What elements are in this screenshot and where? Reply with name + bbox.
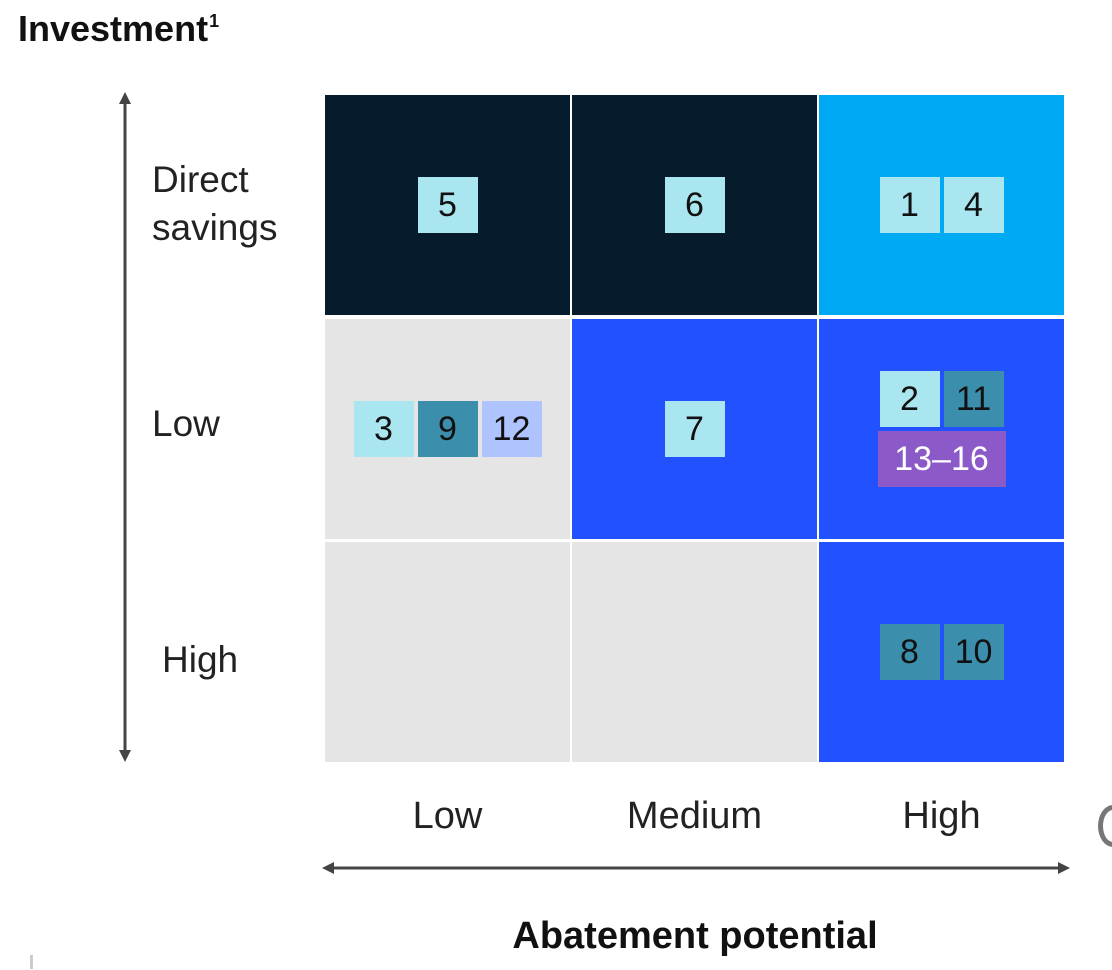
chip-group: 6 bbox=[664, 177, 725, 233]
lever-chip: 1 bbox=[879, 177, 940, 233]
chip-group: 2 11 13–16 bbox=[877, 371, 1006, 487]
y-axis-title: Investment1 bbox=[18, 8, 219, 50]
chip-row: 7 bbox=[664, 401, 725, 457]
row-label-low: Low bbox=[152, 403, 220, 444]
col-label-high: High bbox=[902, 795, 981, 837]
col-label-low: Low bbox=[412, 795, 483, 837]
lever-chip: 10 bbox=[943, 624, 1004, 680]
lever-chip: 2 bbox=[879, 371, 940, 427]
chip-group: 7 bbox=[664, 401, 725, 457]
matrix-cell: 7 bbox=[572, 319, 817, 539]
chip-group: 8 10 bbox=[879, 624, 1004, 680]
lever-chip: 4 bbox=[943, 177, 1004, 233]
chip-row: 6 bbox=[664, 177, 725, 233]
col-label-medium: Medium bbox=[626, 795, 763, 837]
cropped-glyph-icon bbox=[1098, 805, 1112, 847]
chip-group: 3 9 12 bbox=[353, 401, 542, 457]
lever-chip: 6 bbox=[664, 177, 725, 233]
x-axis-title: Abatement potential bbox=[512, 915, 878, 957]
matrix-cell: 6 bbox=[572, 95, 817, 315]
matrix-cell: 2 11 13–16 bbox=[819, 319, 1064, 539]
row-label-high: High bbox=[162, 639, 239, 680]
matrix-cell: 3 9 12 bbox=[325, 319, 570, 539]
lever-chip: 8 bbox=[879, 624, 940, 680]
lever-chip: 11 bbox=[943, 371, 1004, 427]
matrix-cell: 8 10 bbox=[819, 542, 1064, 762]
chip-row: 3 9 12 bbox=[353, 401, 542, 457]
lever-chip: 7 bbox=[664, 401, 725, 457]
chip-row: 5 bbox=[417, 177, 478, 233]
lever-chip: 5 bbox=[417, 177, 478, 233]
row-label-direct-savings: Direct savings bbox=[152, 159, 278, 249]
x-axis-arrow bbox=[322, 862, 1070, 874]
lever-chip: 3 bbox=[353, 401, 414, 457]
chip-group: 5 bbox=[417, 177, 478, 233]
matrix-cell bbox=[572, 542, 817, 762]
matrix-cell bbox=[325, 542, 570, 762]
lever-chip: 9 bbox=[417, 401, 478, 457]
edge-tick-mark bbox=[30, 955, 33, 969]
chip-row: 2 11 bbox=[879, 371, 1004, 427]
lever-chip: 13–16 bbox=[877, 431, 1006, 487]
y-axis-arrow bbox=[119, 92, 131, 762]
footnote-marker: 1 bbox=[209, 11, 220, 31]
chip-row: 13–16 bbox=[877, 431, 1006, 487]
lever-chip: 12 bbox=[481, 401, 542, 457]
chip-row: 8 10 bbox=[879, 624, 1004, 680]
matrix-cell: 5 bbox=[325, 95, 570, 315]
y-axis-title-text: Investment bbox=[18, 8, 209, 49]
